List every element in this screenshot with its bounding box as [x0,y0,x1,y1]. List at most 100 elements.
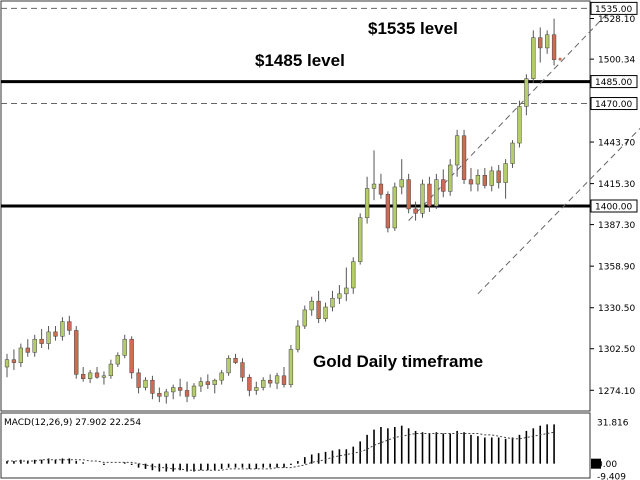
macd-label: MACD(12,26,9) 27.902 22.254 [4,418,141,428]
candle-body [461,135,467,180]
price-label-box [590,199,638,213]
horizontal-levels [1,7,590,208]
macd-zero-marker [591,458,601,469]
candle-body [441,179,446,192]
candle-body [392,186,397,229]
candle-body [191,385,197,397]
candle-body [254,387,259,391]
candle-body [108,363,114,377]
candle-body [344,287,349,295]
candle-body [94,372,100,378]
price-label-box [590,1,638,15]
price-label-text: 1535.00 [595,5,632,15]
candle-body [427,183,432,207]
candle-body [337,293,342,299]
candle-body [164,391,169,397]
candle-body [538,37,543,49]
candle-body [198,381,204,387]
price-axis: 1528.10 1500.34 1443.70 1415.30 1387.30 1358.… [590,15,635,397]
candle-body [219,372,224,381]
candle-body [115,355,120,365]
candle-body [39,338,44,344]
candle-body [544,34,550,49]
candle-body [226,357,231,374]
candle-body [261,379,266,388]
y-tick-label: 1500.34 [598,56,635,66]
candle-body [510,142,515,164]
candle-body [475,175,481,185]
candle-body [67,321,72,331]
current-price-marker [558,57,562,61]
candle-body [18,347,24,363]
candle-body [351,261,356,289]
channel-line [477,127,640,295]
candle-body [358,217,363,262]
y-tick-label: 1302.50 [598,345,635,355]
candle-body [434,179,439,207]
price-label-text: 1400.00 [595,203,632,213]
candle-body [53,331,58,337]
candle-body [143,379,148,388]
candle-body [60,321,65,337]
candle-body [448,164,453,192]
candle-body [4,359,10,368]
candle-body [129,338,134,374]
annotation-1535: $1535 level [368,19,458,38]
candle-body [302,309,307,327]
macd-tick-label: -9.409 [597,473,626,480]
price-label-box [590,75,638,89]
candle-body [32,338,37,353]
y-tick-label: 1387.30 [598,221,635,231]
candle-body [524,78,529,107]
candle-body [177,387,183,391]
y-tick-label: 1330.50 [598,304,635,314]
candle-body [454,135,460,166]
candle-body [212,379,217,385]
candle-body [517,106,522,144]
candle-body [205,381,210,385]
price-level-labels: 1535.00 1485.00 1470.00 1400.00 [590,1,638,213]
macd-indicator: 31.816 0.00 -9.409 [6,419,629,480]
y-tick-label: 1443.70 [598,139,635,149]
candle-body [371,183,377,189]
price-label-box [590,97,638,111]
candle-body [496,170,501,183]
candle-body [399,179,404,188]
candle-body [11,359,17,363]
candle-body [157,393,162,397]
candle-body [316,300,321,319]
candle-body [551,34,557,60]
candle-body [281,375,287,385]
candle-body [309,300,314,311]
candle-body [295,325,301,350]
candle-body [74,330,79,375]
candle-body [378,183,384,195]
candle-body [489,170,494,186]
y-tick-label: 1274.10 [598,387,635,397]
candle-body [81,374,86,379]
candle-body [150,379,155,394]
candle-body [503,163,508,183]
candle-body [46,331,51,344]
candle-body [288,349,294,385]
candle-body [364,188,370,218]
candle-body [122,338,127,356]
price-label-text: 1470.00 [595,100,632,110]
y-tick-label: 1528.10 [598,15,635,25]
candle-body [531,37,536,79]
candle-body [87,372,93,379]
candle-body [25,347,30,353]
candle-body [482,175,487,186]
candle-body [171,387,176,393]
candle-body [420,183,425,214]
candle-body [247,377,252,391]
candle-body [468,179,474,185]
candle-body [406,179,411,210]
candle-body [267,379,273,384]
candle-body [240,362,245,378]
candle-body [136,372,141,388]
candle-body [323,306,328,319]
candle-body [413,208,418,214]
